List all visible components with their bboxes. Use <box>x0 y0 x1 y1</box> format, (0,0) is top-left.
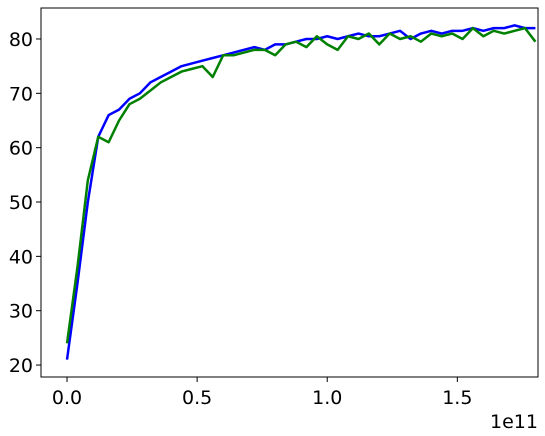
x-tick-label: 0.0 <box>52 387 82 409</box>
y-tick-label: 60 <box>9 138 33 160</box>
x-tick-label: 0.5 <box>182 387 212 409</box>
x-offset-label: 1e11 <box>490 411 538 433</box>
plot-frame <box>40 7 539 378</box>
y-tick-label: 20 <box>9 355 33 377</box>
y-tick-label: 80 <box>9 29 33 51</box>
y-tick-label: 30 <box>9 301 33 323</box>
y-tick-label: 40 <box>9 246 33 268</box>
line-series <box>65 26 537 344</box>
line-series <box>65 24 536 360</box>
y-tick-label: 50 <box>9 192 33 214</box>
x-tick-label: 1.5 <box>442 387 472 409</box>
y-tick-label: 70 <box>9 83 33 105</box>
x-tick-label: 1.0 <box>312 387 342 409</box>
